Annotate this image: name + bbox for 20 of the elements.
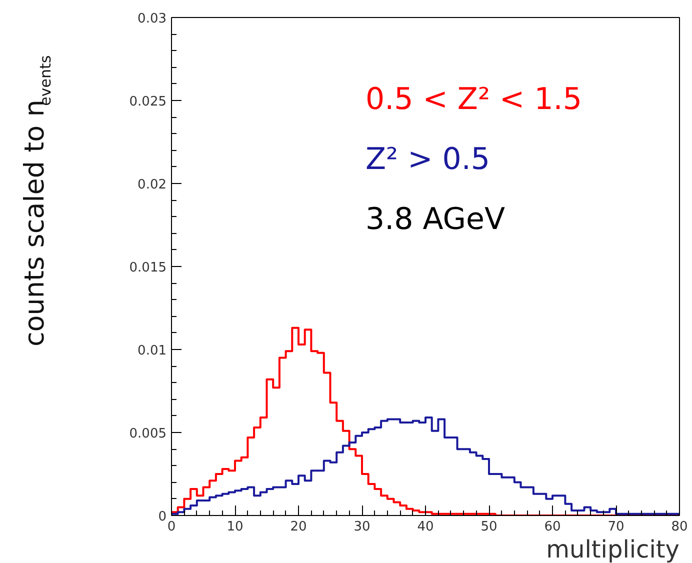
- y-axis-title: counts scaled to nevents: [20, 55, 54, 347]
- y-tick-label: 0.005: [129, 426, 166, 442]
- y-tick-label: 0: [158, 510, 167, 524]
- x-tick-label: 80: [671, 520, 688, 534]
- y-tick-label: 0.01: [138, 344, 167, 358]
- x-tick-label: 30: [354, 520, 370, 534]
- x-tick-label: 10: [226, 520, 244, 534]
- y-tick-label: 0.015: [129, 260, 166, 276]
- annotation: 3.8 AGeV: [366, 202, 506, 237]
- y-tick-label: 0.03: [138, 12, 167, 26]
- x-tick-label: 50: [480, 520, 498, 534]
- x-axis-title: multiplicity: [546, 536, 680, 563]
- x-tick-label: 20: [290, 520, 307, 534]
- x-tick-label: 70: [608, 520, 624, 534]
- text: 0.5 < Z² < 1.5: [366, 82, 582, 117]
- x-tick-label: 40: [417, 520, 434, 534]
- x-tick-label: 60: [544, 520, 561, 534]
- y-tick-label: 0.025: [129, 94, 166, 110]
- text: Z² > 0.5: [366, 142, 490, 177]
- y-tick-label: 0.02: [138, 178, 167, 192]
